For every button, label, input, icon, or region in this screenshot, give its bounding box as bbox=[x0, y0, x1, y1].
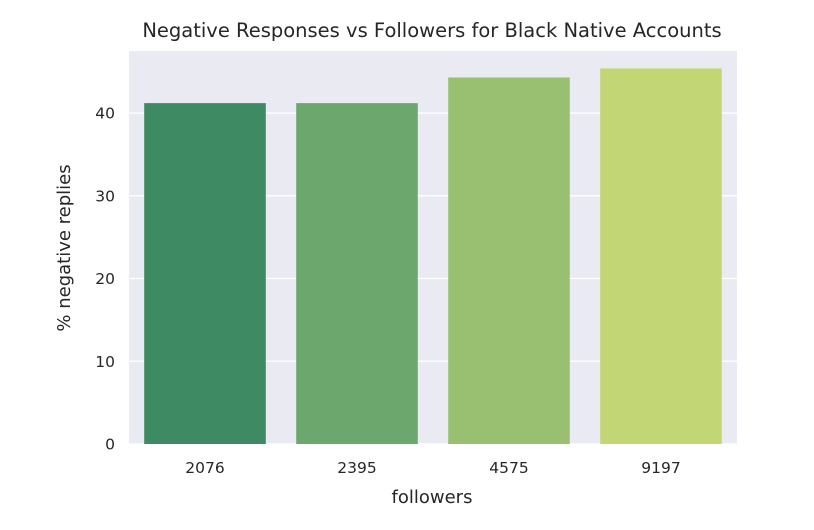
bar-9197 bbox=[600, 68, 722, 444]
x-tick-label: 9197 bbox=[641, 459, 680, 477]
y-tick-label: 20 bbox=[95, 270, 115, 288]
x-tick-label: 4575 bbox=[489, 459, 528, 477]
x-tick-labels: 2076 2395 4575 9197 bbox=[185, 459, 680, 477]
x-axis-label: followers bbox=[392, 487, 473, 508]
bars bbox=[144, 68, 722, 445]
y-axis-label: % negative replies bbox=[54, 164, 75, 331]
y-tick-label: 40 bbox=[95, 105, 115, 123]
x-tick-label: 2395 bbox=[337, 459, 376, 477]
y-tick-label: 10 bbox=[95, 353, 115, 371]
chart-title: Negative Responses vs Followers for Blac… bbox=[142, 19, 721, 42]
bar-2395 bbox=[296, 103, 418, 445]
y-tick-labels: 0 10 20 30 40 bbox=[95, 105, 115, 454]
x-tick-label: 2076 bbox=[185, 459, 224, 477]
y-tick-label: 30 bbox=[95, 187, 115, 205]
y-tick-label: 0 bbox=[105, 436, 115, 454]
bar-4575 bbox=[448, 77, 570, 444]
bar-2076 bbox=[144, 103, 266, 445]
